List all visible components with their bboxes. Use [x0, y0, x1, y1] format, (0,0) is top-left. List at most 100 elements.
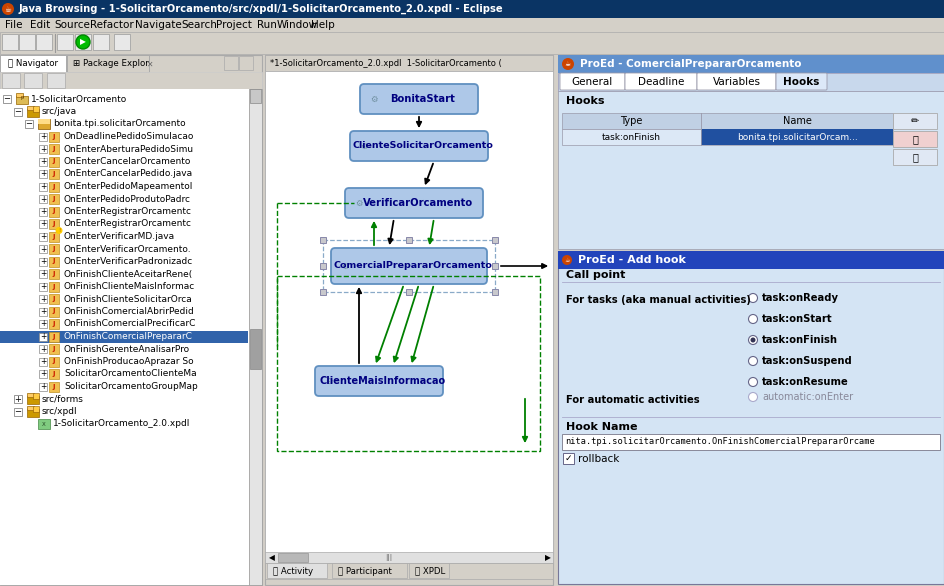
FancyBboxPatch shape [265, 71, 553, 563]
FancyBboxPatch shape [39, 132, 47, 141]
Text: ☕: ☕ [5, 5, 11, 13]
Text: |||: ||| [385, 554, 392, 561]
FancyBboxPatch shape [893, 149, 937, 165]
FancyBboxPatch shape [49, 231, 59, 241]
FancyBboxPatch shape [224, 56, 238, 70]
FancyBboxPatch shape [75, 34, 91, 50]
Text: ClienteSolicitarOrcamento: ClienteSolicitarOrcamento [352, 141, 494, 151]
Text: task:onFinish: task:onFinish [762, 335, 838, 345]
FancyBboxPatch shape [39, 383, 47, 390]
Text: +: + [40, 207, 46, 216]
FancyBboxPatch shape [33, 406, 39, 411]
Text: J: J [53, 371, 56, 377]
Text: Hooks: Hooks [784, 77, 819, 87]
FancyBboxPatch shape [14, 395, 22, 403]
FancyBboxPatch shape [49, 257, 59, 267]
Text: 📄 XPDL: 📄 XPDL [415, 567, 446, 575]
FancyBboxPatch shape [0, 72, 262, 89]
FancyBboxPatch shape [114, 34, 130, 50]
Text: OnEnterAberturaPedidoSimu: OnEnterAberturaPedidoSimu [64, 145, 194, 154]
Text: ▶: ▶ [545, 553, 551, 562]
Text: ProEd - ComercialPrepararOrcamento: ProEd - ComercialPrepararOrcamento [580, 59, 801, 69]
Text: +: + [40, 370, 46, 379]
Text: BonitaStart: BonitaStart [391, 94, 455, 104]
FancyBboxPatch shape [49, 244, 59, 254]
Text: ⚙: ⚙ [341, 261, 348, 271]
FancyBboxPatch shape [39, 295, 47, 303]
FancyBboxPatch shape [49, 182, 59, 192]
Text: J: J [53, 359, 56, 364]
Text: task:onSuspend: task:onSuspend [762, 356, 852, 366]
FancyBboxPatch shape [558, 91, 944, 249]
FancyBboxPatch shape [49, 369, 59, 379]
FancyBboxPatch shape [2, 73, 20, 88]
FancyBboxPatch shape [39, 257, 47, 265]
FancyBboxPatch shape [409, 563, 449, 578]
FancyBboxPatch shape [39, 170, 47, 178]
FancyBboxPatch shape [562, 434, 940, 450]
FancyBboxPatch shape [38, 119, 50, 129]
FancyBboxPatch shape [16, 96, 28, 104]
Text: +: + [40, 382, 46, 391]
Text: Variables: Variables [713, 77, 761, 87]
Text: +: + [40, 169, 46, 179]
Text: SolicitarOrcamentoClienteMa: SolicitarOrcamentoClienteMa [64, 370, 196, 379]
FancyBboxPatch shape [0, 0, 944, 18]
Text: task:onFinish: task:onFinish [602, 132, 661, 141]
FancyBboxPatch shape [49, 381, 59, 391]
Text: J: J [53, 171, 56, 177]
Text: ⚙: ⚙ [326, 376, 332, 386]
Text: OnEnterPedidoProdutoPadrc: OnEnterPedidoProdutoPadrc [64, 195, 191, 203]
Text: J: J [53, 333, 56, 339]
FancyBboxPatch shape [2, 34, 18, 50]
FancyBboxPatch shape [39, 220, 47, 228]
Circle shape [749, 336, 757, 345]
Text: J: J [53, 284, 56, 289]
Text: ▶: ▶ [80, 38, 86, 46]
FancyBboxPatch shape [558, 55, 944, 73]
Text: +: + [40, 282, 46, 291]
Text: +: + [40, 257, 46, 266]
FancyBboxPatch shape [562, 129, 893, 145]
Text: bonita.tpi.solicitarOrcam...: bonita.tpi.solicitarOrcam... [736, 132, 857, 141]
Text: For tasks (aka manual activities): For tasks (aka manual activities) [566, 295, 750, 305]
Text: nita.tpi.solicitarOrcamento.OnFinishComercialPrepararOrcame: nita.tpi.solicitarOrcamento.OnFinishCome… [565, 437, 875, 445]
Text: +: + [40, 157, 46, 166]
Text: 1-SolicitarOrcamento: 1-SolicitarOrcamento [31, 94, 127, 104]
Text: +: + [40, 132, 46, 141]
Text: Window: Window [277, 20, 317, 30]
FancyBboxPatch shape [27, 393, 34, 397]
Circle shape [749, 393, 757, 401]
Text: Hook Name: Hook Name [566, 422, 637, 432]
FancyBboxPatch shape [57, 34, 73, 50]
FancyBboxPatch shape [265, 563, 553, 579]
Text: ☕: ☕ [565, 257, 570, 263]
Text: OnFinishComercialPrepararC: OnFinishComercialPrepararC [64, 332, 193, 341]
Text: J: J [53, 183, 56, 189]
Text: OnDeadlinePedidoSimulacao: OnDeadlinePedidoSimulacao [64, 132, 194, 141]
FancyBboxPatch shape [38, 419, 50, 429]
Text: General: General [572, 77, 613, 87]
Text: J: J [53, 383, 56, 390]
FancyBboxPatch shape [697, 73, 776, 90]
FancyBboxPatch shape [560, 73, 625, 90]
Text: Name: Name [783, 116, 812, 126]
FancyBboxPatch shape [0, 18, 944, 32]
FancyBboxPatch shape [49, 319, 59, 329]
Text: +: + [40, 182, 46, 191]
Text: OnFinishClienteAceitarRene(: OnFinishClienteAceitarRene( [64, 270, 194, 278]
Text: X: X [42, 421, 46, 427]
Text: J: J [53, 296, 56, 302]
FancyBboxPatch shape [406, 289, 412, 295]
FancyBboxPatch shape [49, 144, 59, 154]
Text: ClienteMaisInformacao: ClienteMaisInformacao [320, 376, 447, 386]
Text: Run: Run [257, 20, 277, 30]
Circle shape [56, 227, 62, 234]
FancyBboxPatch shape [0, 89, 249, 585]
Text: VerificarOrcamento: VerificarOrcamento [362, 198, 473, 208]
Text: −: − [14, 107, 22, 116]
Text: +: + [40, 145, 46, 154]
Text: J: J [53, 271, 56, 277]
FancyBboxPatch shape [27, 396, 39, 404]
Circle shape [749, 377, 757, 387]
